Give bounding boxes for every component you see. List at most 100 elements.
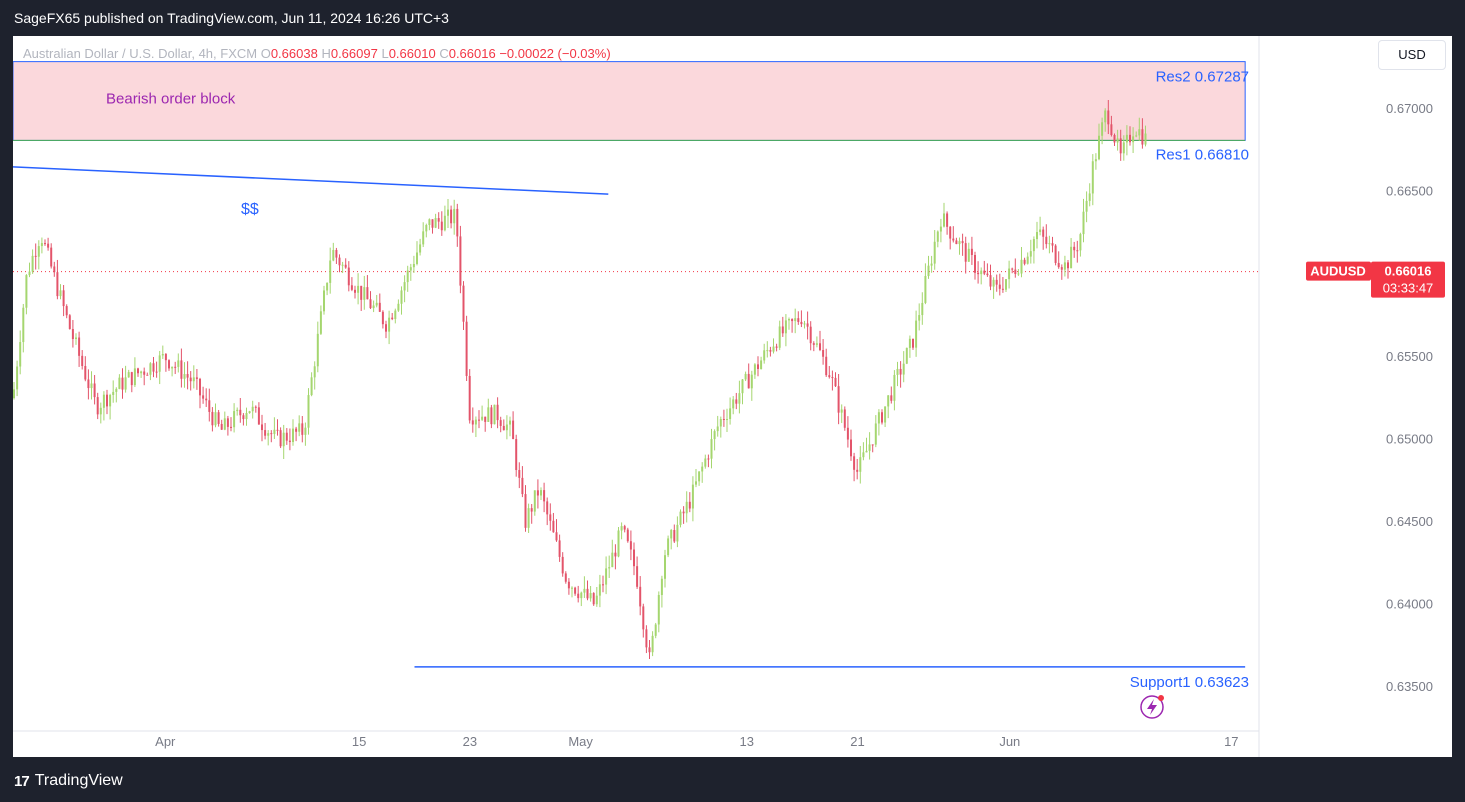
candle-body <box>657 595 660 625</box>
last-price-value: 0.66016 <box>1385 264 1432 279</box>
candle-body <box>226 418 229 427</box>
candle-body <box>580 592 583 599</box>
candle-body <box>921 302 924 316</box>
candle-body <box>943 213 945 227</box>
candle-body <box>133 368 136 386</box>
bottom-bar: 17 TradingView <box>0 760 1465 802</box>
candle-body <box>620 526 623 531</box>
candle-body <box>583 588 586 593</box>
candle-body <box>437 218 440 222</box>
candle-body <box>800 321 803 325</box>
candle-body <box>527 508 530 528</box>
candle-body <box>915 320 918 348</box>
candle-body <box>682 511 685 514</box>
candle-body <box>146 374 149 376</box>
candle-body <box>505 424 508 431</box>
liquidity-trendline[interactable] <box>13 166 609 195</box>
candle-body <box>484 416 487 422</box>
candle-body <box>462 285 465 322</box>
symbol-tag-label: AUDUSD <box>1310 264 1366 279</box>
tradingview-logo[interactable]: 17 TradingView <box>14 772 123 790</box>
candle-body <box>1073 246 1076 251</box>
candle-body <box>1036 232 1038 240</box>
candle-body <box>443 215 446 231</box>
candle-body <box>704 458 707 467</box>
candle-body <box>22 307 25 343</box>
candle-body <box>843 409 846 428</box>
candle-body <box>431 219 434 228</box>
candle-body <box>642 606 645 630</box>
candle-body <box>468 375 471 421</box>
candle-body <box>691 484 694 509</box>
candle-body <box>310 377 313 396</box>
candle-body <box>192 377 195 382</box>
candle-body <box>766 350 769 352</box>
open-label: O <box>260 46 271 61</box>
candle-body <box>385 324 387 332</box>
candle-body <box>1017 273 1020 275</box>
candle-body <box>288 440 291 443</box>
candle-body <box>381 311 384 325</box>
candle-body <box>124 377 127 390</box>
candle-body <box>760 360 763 370</box>
candle-body <box>99 407 102 415</box>
candle-body <box>267 433 270 436</box>
price-chart[interactable]: Bearish order block Res2 0.67287 Res1 0.66… <box>13 36 1452 757</box>
candle-body <box>667 538 670 556</box>
candle-body <box>329 260 332 283</box>
candle-body <box>781 326 784 334</box>
candle-body <box>304 427 307 435</box>
candle-body <box>236 409 239 412</box>
candle-body <box>261 424 263 431</box>
candle-body <box>121 377 124 390</box>
candle-body <box>769 350 772 352</box>
candle-body <box>81 355 84 367</box>
high-value: 0.66097 <box>330 46 378 61</box>
candle-body <box>409 267 412 271</box>
candle-body <box>202 395 205 399</box>
candle-body <box>1070 246 1073 269</box>
candle-body <box>292 428 294 443</box>
lightning-icon-bolt <box>1147 699 1157 715</box>
candle-body <box>205 398 208 401</box>
candle-body <box>422 231 425 245</box>
candle-body <box>1138 129 1141 136</box>
low-label: L <box>381 46 389 61</box>
candle-body <box>171 366 174 369</box>
candle-body <box>1094 159 1097 162</box>
candle-body <box>90 383 93 389</box>
currency-button[interactable]: USD <box>1378 40 1446 70</box>
candle-body <box>884 406 887 423</box>
candle-body <box>936 231 939 242</box>
candle-body <box>744 373 747 380</box>
candle-body <box>912 338 914 348</box>
candle-body <box>859 457 862 472</box>
candle-body <box>233 411 236 428</box>
candle-body <box>595 595 598 605</box>
candle-body <box>273 429 276 434</box>
candle-body <box>332 249 335 261</box>
candle-body <box>958 241 961 245</box>
candle-body <box>1023 259 1026 264</box>
candle-body <box>456 208 459 237</box>
candle-body <box>1132 136 1135 143</box>
symbol-name: Australian Dollar / U.S. Dollar, 4h, FXC… <box>23 46 258 61</box>
candle-body <box>927 265 930 277</box>
candle-body <box>946 213 949 227</box>
candle-body <box>487 407 490 422</box>
chart-panel[interactable]: Bearish order block Res2 0.67287 Res1 0.66… <box>13 36 1452 757</box>
candle-body <box>877 412 880 424</box>
candle-body <box>1091 161 1094 194</box>
y-tick-label: 0.64500 <box>1386 514 1433 529</box>
lightning-icon[interactable] <box>1140 695 1164 719</box>
candle-body <box>447 209 449 216</box>
zone-label: Bearish order block <box>106 91 236 108</box>
bearish-order-block-zone[interactable] <box>13 61 1246 141</box>
candle-body <box>130 372 133 386</box>
candle-body <box>918 315 921 321</box>
candle-body <box>645 629 648 648</box>
candle-body <box>1032 239 1035 252</box>
top-bar: SageFX65 published on TradingView.com, J… <box>0 0 1465 36</box>
candle-body <box>37 246 40 257</box>
candle-body <box>753 364 756 375</box>
